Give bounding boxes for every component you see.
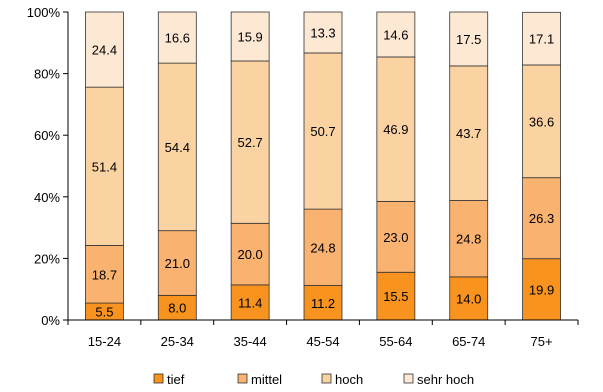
bar-segment	[449, 276, 489, 321]
bar-segment	[303, 11, 343, 54]
data-label: 21.0	[165, 256, 190, 271]
data-label: 5.5	[95, 305, 113, 320]
data-label: 24.4	[92, 43, 117, 58]
bar-segment	[522, 258, 561, 321]
axes-layer: 0% 20% 40% 60% 80% 100% 15-24 25-34 35-44 45-54 55…	[27, 5, 579, 349]
data-label: 19.9	[529, 282, 554, 297]
data-label: 36.6	[529, 114, 554, 129]
x-tick-label: 75+	[531, 334, 553, 349]
bar-segment	[303, 285, 343, 321]
data-label: 50.7	[310, 124, 335, 139]
data-label: 24.8	[456, 232, 481, 247]
bar-segment	[230, 11, 270, 62]
bar-segment	[303, 208, 343, 286]
y-tick-label: 100%	[27, 5, 61, 20]
data-label: 23.0	[383, 230, 408, 245]
data-label: 15.5	[383, 289, 408, 304]
data-label: 51.4	[92, 159, 117, 174]
x-tick-label: 45-54	[306, 334, 339, 349]
legend-swatch	[237, 373, 248, 384]
bar-segment	[230, 284, 270, 321]
legend-swatch	[321, 373, 332, 384]
legend-label: tief	[167, 372, 185, 387]
legend: tief mittel hoch sehr hoch	[153, 372, 474, 387]
legend-label: mittel	[251, 372, 282, 387]
bar-segment	[376, 201, 416, 273]
data-label: 18.7	[92, 267, 117, 282]
data-label: 52.7	[237, 135, 262, 150]
bar-segment	[85, 245, 124, 304]
bar-segment	[376, 11, 416, 58]
legend-swatch	[153, 373, 164, 384]
x-tick-label: 25-34	[161, 334, 194, 349]
legend-label: hoch	[335, 372, 363, 387]
bar-segment	[157, 230, 197, 296]
data-label: 16.6	[165, 31, 190, 46]
bar-segment	[449, 65, 489, 201]
y-tick-label: 60%	[34, 128, 60, 143]
bar-segment	[449, 11, 489, 67]
x-tick-label: 35-44	[234, 334, 267, 349]
x-tick-label: 55-64	[379, 334, 412, 349]
bar-segment	[157, 62, 197, 232]
bar-segment	[85, 11, 124, 88]
data-label: 46.9	[383, 122, 408, 137]
bar-segment	[522, 64, 561, 179]
bar-segment	[522, 11, 561, 66]
data-label: 11.2	[311, 296, 335, 311]
legend-label: sehr hoch	[417, 372, 474, 387]
y-tick-label: 20%	[34, 251, 60, 266]
x-tick-label: 15-24	[88, 334, 121, 349]
data-label: 14.0	[456, 291, 481, 306]
data-label: 24.8	[310, 240, 335, 255]
bar-segment	[376, 271, 416, 321]
bars-layer	[85, 11, 561, 321]
data-label: 54.4	[165, 140, 190, 155]
data-label: 11.4	[238, 295, 262, 310]
data-label: 17.5	[456, 32, 481, 47]
data-labels-layer: 5.5 18.7 51.4 24.4 8.0 21.0 54.4 16.6 11.4 20.0 52…	[92, 25, 554, 319]
y-tick-label: 40%	[34, 190, 60, 205]
data-label: 15.9	[237, 29, 262, 44]
data-label: 26.3	[529, 211, 554, 226]
data-label: 8.0	[168, 301, 186, 316]
legend-swatch	[403, 373, 414, 384]
bar-segment	[303, 52, 343, 210]
bar-segment	[376, 56, 416, 202]
data-label: 20.0	[237, 247, 262, 262]
y-tick-label: 0%	[41, 313, 60, 328]
data-label: 13.3	[310, 25, 335, 40]
bar-segment	[230, 222, 270, 286]
data-label: 43.7	[456, 126, 481, 141]
data-label: 14.6	[383, 27, 408, 42]
x-tick-label: 65-74	[452, 334, 485, 349]
data-label: 17.1	[529, 32, 554, 47]
bar-segment	[157, 11, 197, 64]
y-tick-label: 80%	[34, 67, 60, 82]
